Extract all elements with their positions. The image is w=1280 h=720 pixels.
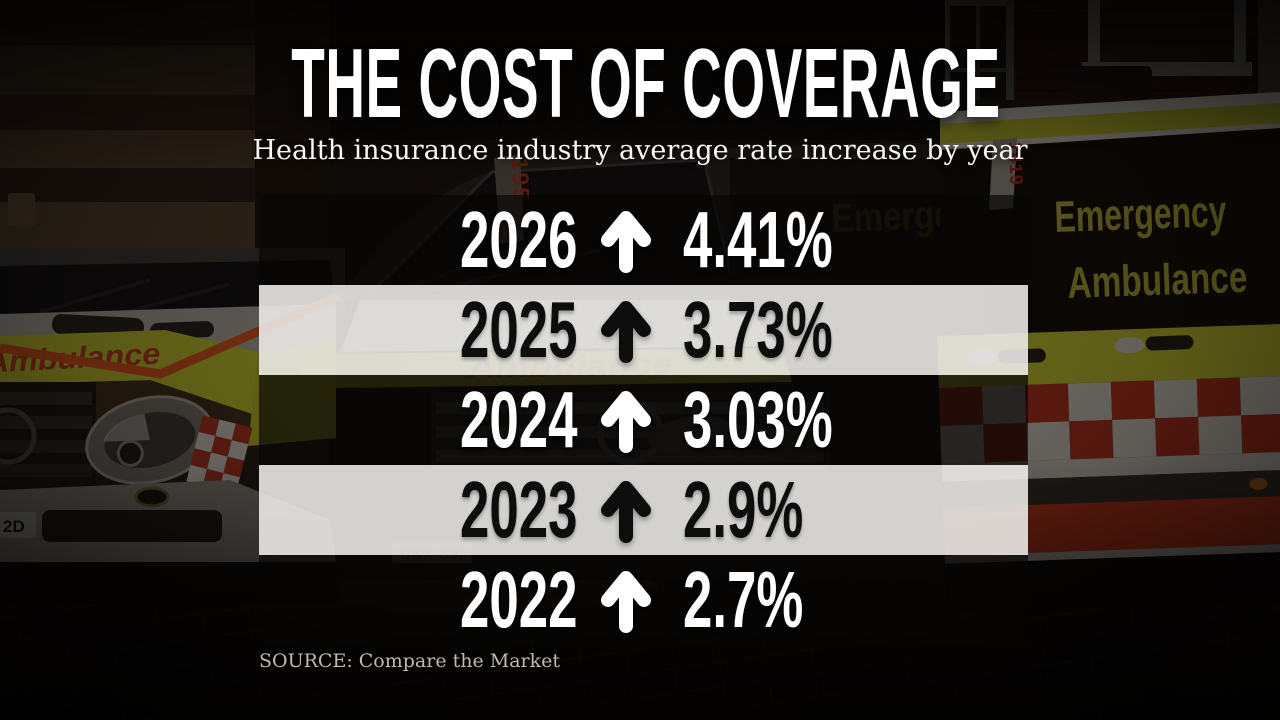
data-row-2023: 2023 2.9% (259, 465, 1028, 555)
row-value: 3.03% (683, 375, 833, 464)
row-year: 2023 (460, 465, 578, 554)
row-value: 2.7% (683, 555, 804, 644)
row-value: 2.9% (683, 465, 804, 554)
row-value: 3.73% (683, 285, 833, 374)
data-row-2022: 2022 2.7% (259, 555, 1028, 645)
page-subtitle: Health insurance industry average rate i… (252, 135, 1028, 166)
up-arrow-icon (601, 481, 651, 543)
source-credit: SOURCE: Compare the Market (259, 650, 561, 672)
up-arrow-icon (601, 391, 651, 453)
up-arrow-icon (601, 571, 651, 633)
up-arrow-icon (601, 301, 651, 363)
row-value: 4.41% (683, 195, 833, 284)
up-arrow-icon (601, 211, 651, 273)
data-row-2026: 2026 4.41% (259, 195, 1028, 285)
data-row-2024: 2024 3.03% (259, 375, 1028, 465)
row-year: 2025 (460, 285, 578, 374)
page-title: THE COST OF COVERAGE (291, 28, 1001, 138)
row-year: 2026 (460, 195, 578, 284)
row-year: 2024 (460, 375, 578, 464)
top-shade (0, 0, 1280, 170)
row-year: 2022 (460, 555, 578, 644)
data-row-2025: 2025 3.73% (259, 285, 1028, 375)
